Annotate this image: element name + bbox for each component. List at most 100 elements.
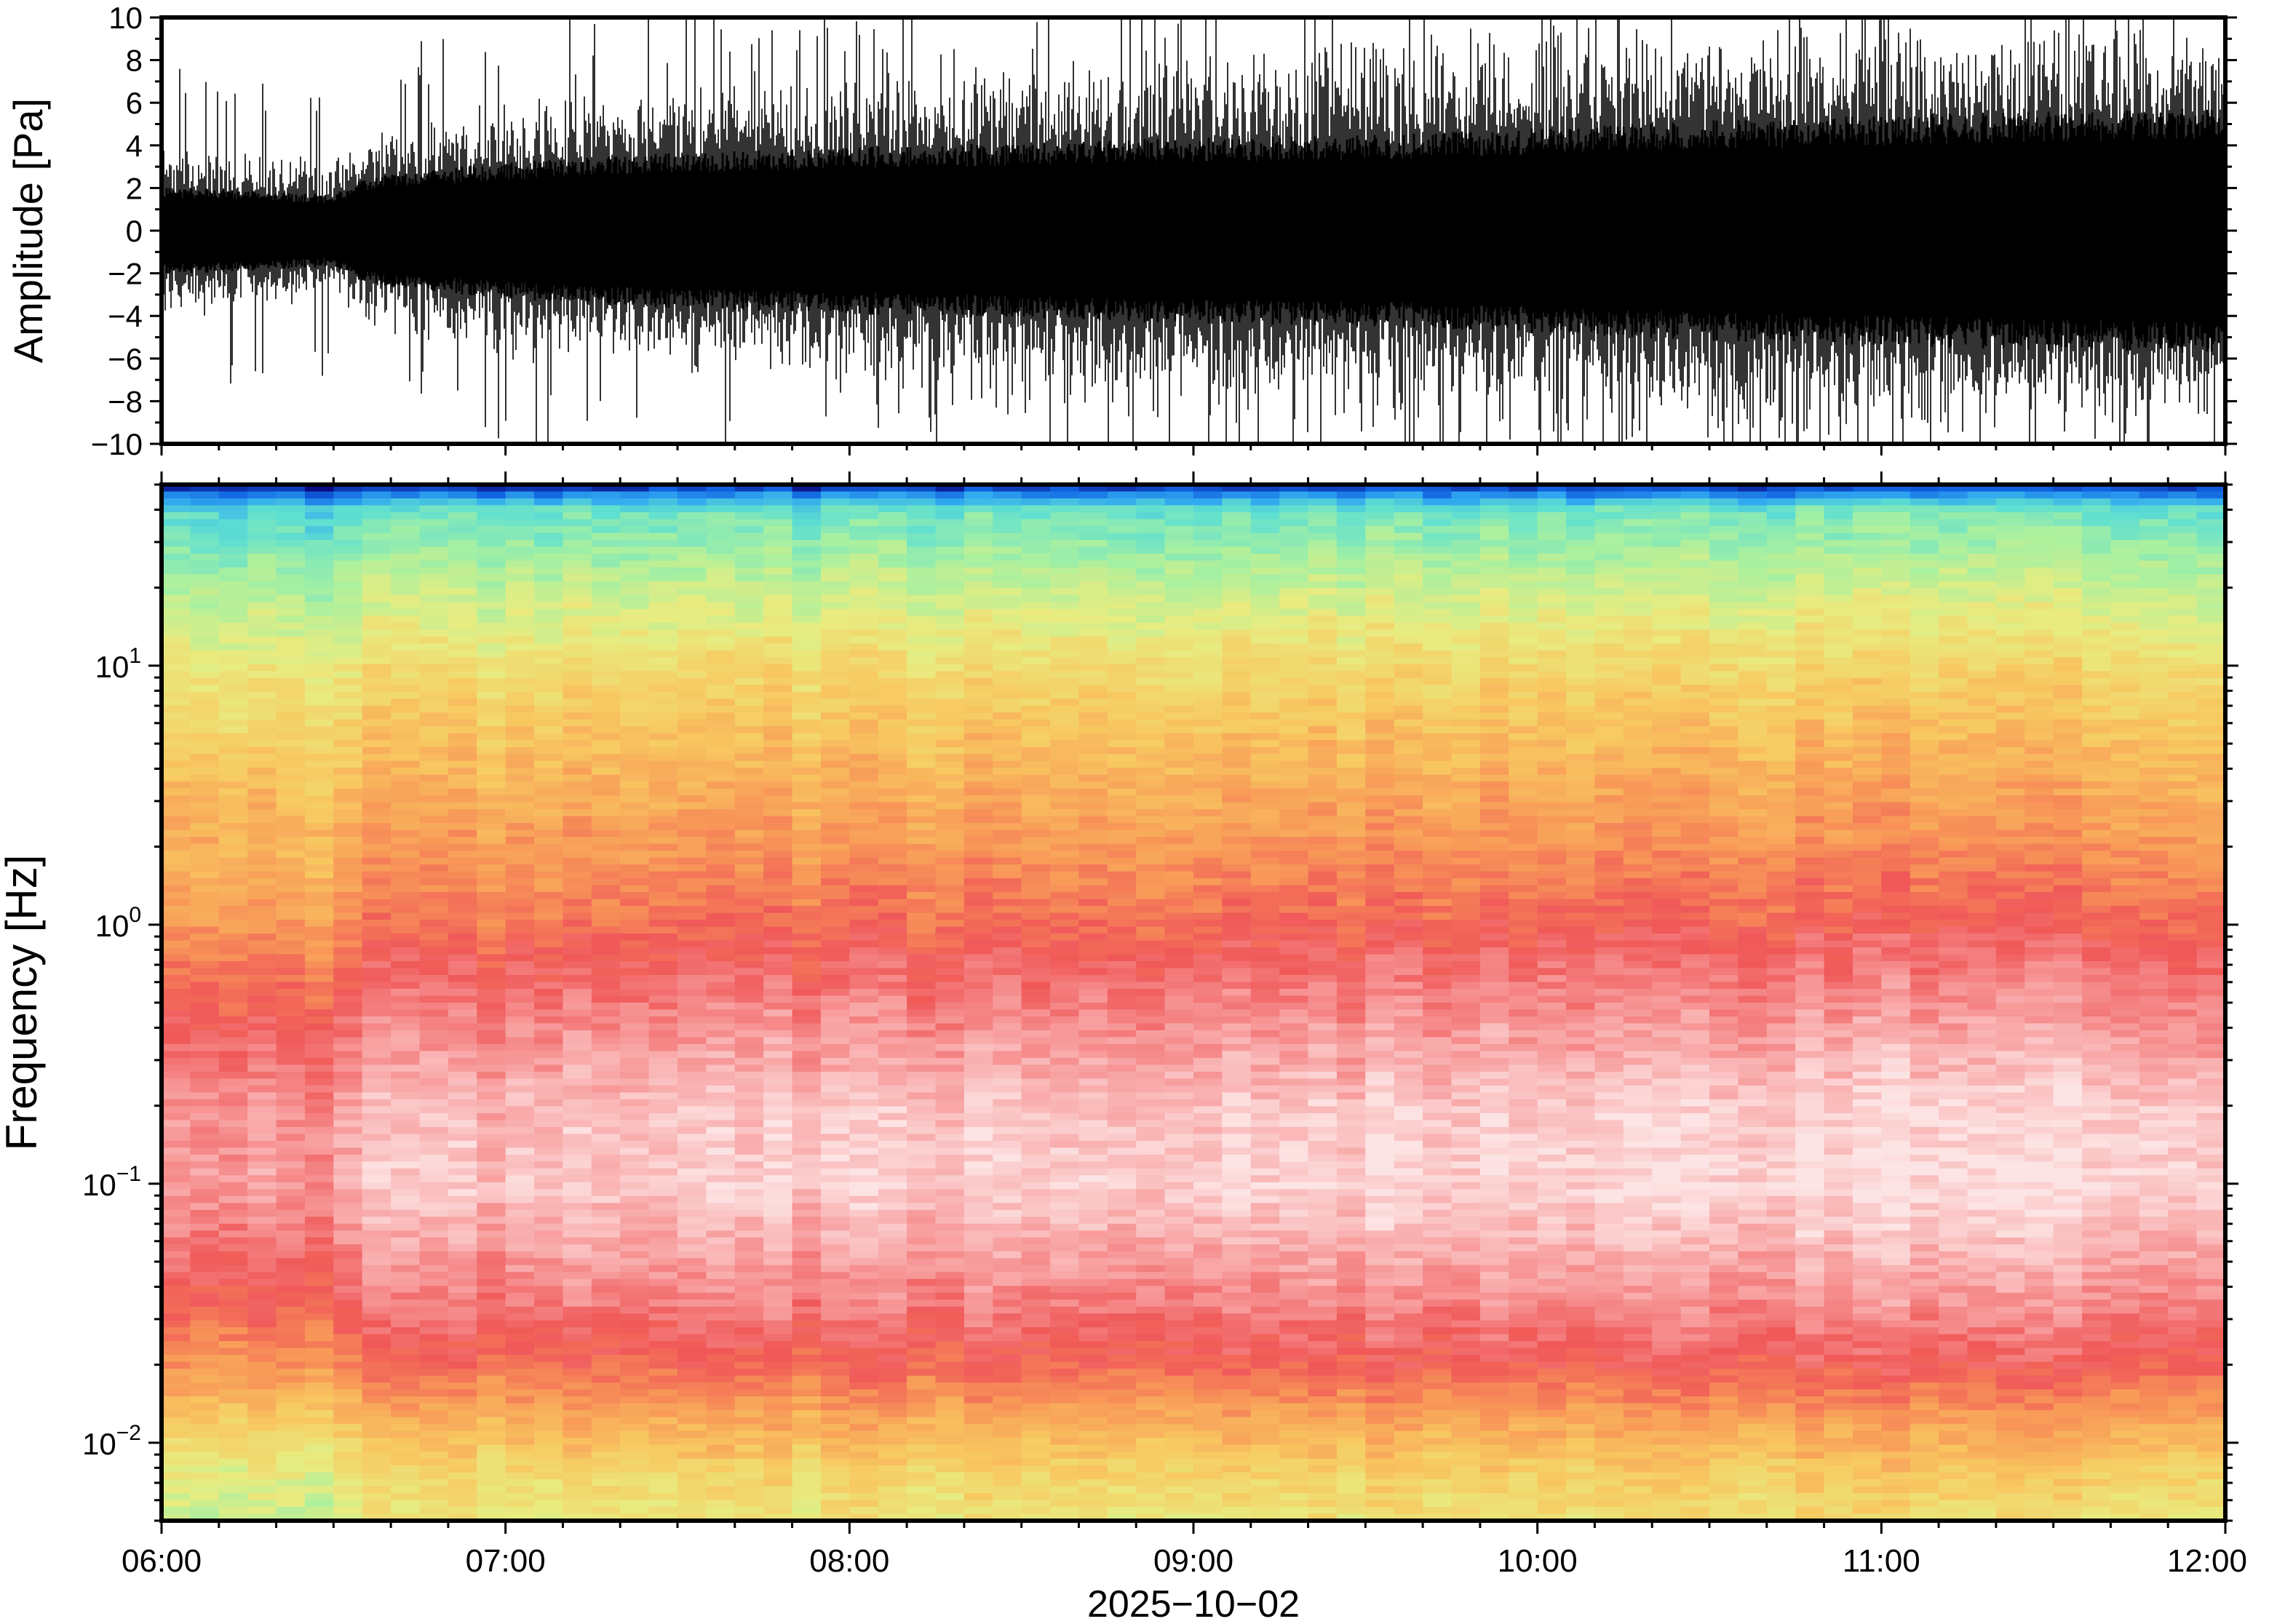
spectrogram-cell [648,1120,678,1128]
spectrogram-cell [1021,602,1051,610]
spectrogram-cell [477,553,506,562]
spectrogram-cell [247,961,277,969]
spectrogram-cell [534,539,564,548]
spectrogram-cell [534,843,564,851]
spectrogram-cell [1078,885,1108,893]
spectrogram-cell [190,629,220,637]
spectrogram-cell [993,857,1022,865]
spectrogram-cell [391,1078,421,1086]
spectrogram-cell [706,1417,736,1425]
spectrogram-cell [304,574,335,582]
spectrogram-cell [993,567,1022,576]
spectrogram-cell [304,1361,335,1369]
spectrogram-cell [419,754,449,762]
spectrogram-cell [878,1327,907,1335]
spectrogram-cell [1078,691,1108,700]
spectrogram-cell [419,816,449,824]
spectrogram-cell [620,1099,650,1107]
spectrogram-cell [448,1092,478,1100]
spectrogram-cell [333,1341,363,1349]
spectrogram-cell [591,1389,621,1397]
spectrogram-cell [505,1203,535,1211]
spectrogram-cell [677,1237,707,1246]
spectrogram-cell [304,892,335,900]
spectrogram-cell [734,594,764,603]
spectrogram-cell [878,995,907,1003]
spectrogram-cell [907,1348,937,1356]
spectrogram-cell [792,1182,822,1190]
spectrogram-cell [820,989,851,997]
spectrogram-cell [419,1244,449,1252]
spectrogram-cell [849,677,879,686]
waveform-y-tick-label: 4 [126,129,143,163]
spectrogram-cell [706,843,736,851]
spectrogram-cell [620,920,650,928]
spectrogram-cell [820,1369,851,1377]
spectrogram-cell [706,1195,736,1204]
spectrogram-cell [849,671,879,679]
spectrogram-cell [247,1064,277,1072]
spectrogram-cell [963,608,994,617]
spectrogram-cell [276,671,306,679]
spectrogram-cell [247,1120,277,1128]
spectrogram-cell [218,906,248,914]
spectrogram-cell [677,1382,707,1390]
spectrogram-cell [734,802,764,810]
spectrogram-cell [563,1154,592,1163]
spectrogram-cell [304,602,335,610]
spectrogram-cell [993,1299,1022,1307]
spectrogram-cell [620,1500,650,1508]
spectrogram-cell [304,1272,335,1280]
spectrogram-cell [448,726,478,734]
spectrogram-cell [534,560,564,568]
spectrogram-cell [792,1064,822,1072]
spectrogram-cell [620,1251,650,1259]
spectrogram-cell [190,1120,220,1128]
spectrogram-cell [391,754,421,762]
spectrogram-cell [505,705,535,714]
spectrogram-cell [993,899,1022,907]
spectrogram-cell [276,857,306,865]
spectrogram-cell [792,892,822,900]
spectrogram-cell [362,837,392,845]
spectrogram-cell [1050,1126,1080,1135]
spectrogram-cell [878,1313,907,1321]
spectrogram-cell [648,1513,678,1521]
spectrogram-cell [935,1251,965,1259]
spectrogram-cell [677,1251,707,1259]
spectrogram-cell [190,1313,220,1321]
spectrogram-cell [849,485,879,493]
spectrogram-cell [935,961,965,969]
spectrogram-cell [849,1375,879,1383]
waveform-y-tick-label: −8 [108,384,143,418]
spectrogram-cell [620,574,650,582]
spectrogram-cell [935,788,965,796]
spectrogram-cell [734,1237,764,1246]
spectrogram-cell [620,1057,650,1066]
spectrogram-cell [190,519,220,527]
spectrogram-cell [333,1472,363,1480]
spectrogram-cell [362,912,392,920]
spectrogram-cell [505,837,535,845]
spectrogram-cell [563,1161,592,1169]
spectrogram-cell [963,1237,994,1246]
spectrogram-cell [448,954,478,962]
spectrogram-cell [333,1479,363,1487]
spectrogram-cell [477,1513,506,1521]
spectrogram-cell [419,685,449,693]
spectrogram-cell [162,539,191,548]
spectrogram-cell [1078,588,1108,596]
spectrogram-cell [218,1458,248,1466]
spectrogram-cell [1021,726,1051,734]
spectrogram-cell [505,1444,535,1452]
spectrogram-cell [534,1500,564,1508]
spectrogram-cell [677,823,707,831]
spectrogram-cell [391,677,421,686]
spectrogram-cell [706,1513,736,1521]
spectrogram-cell [477,829,506,837]
spectrogram-cell [304,622,335,631]
spectrogram-cell [362,781,392,789]
spectrogram-cell [1050,1182,1080,1190]
spectrogram-cell [534,1112,564,1121]
spectrogram-cell [505,795,535,803]
